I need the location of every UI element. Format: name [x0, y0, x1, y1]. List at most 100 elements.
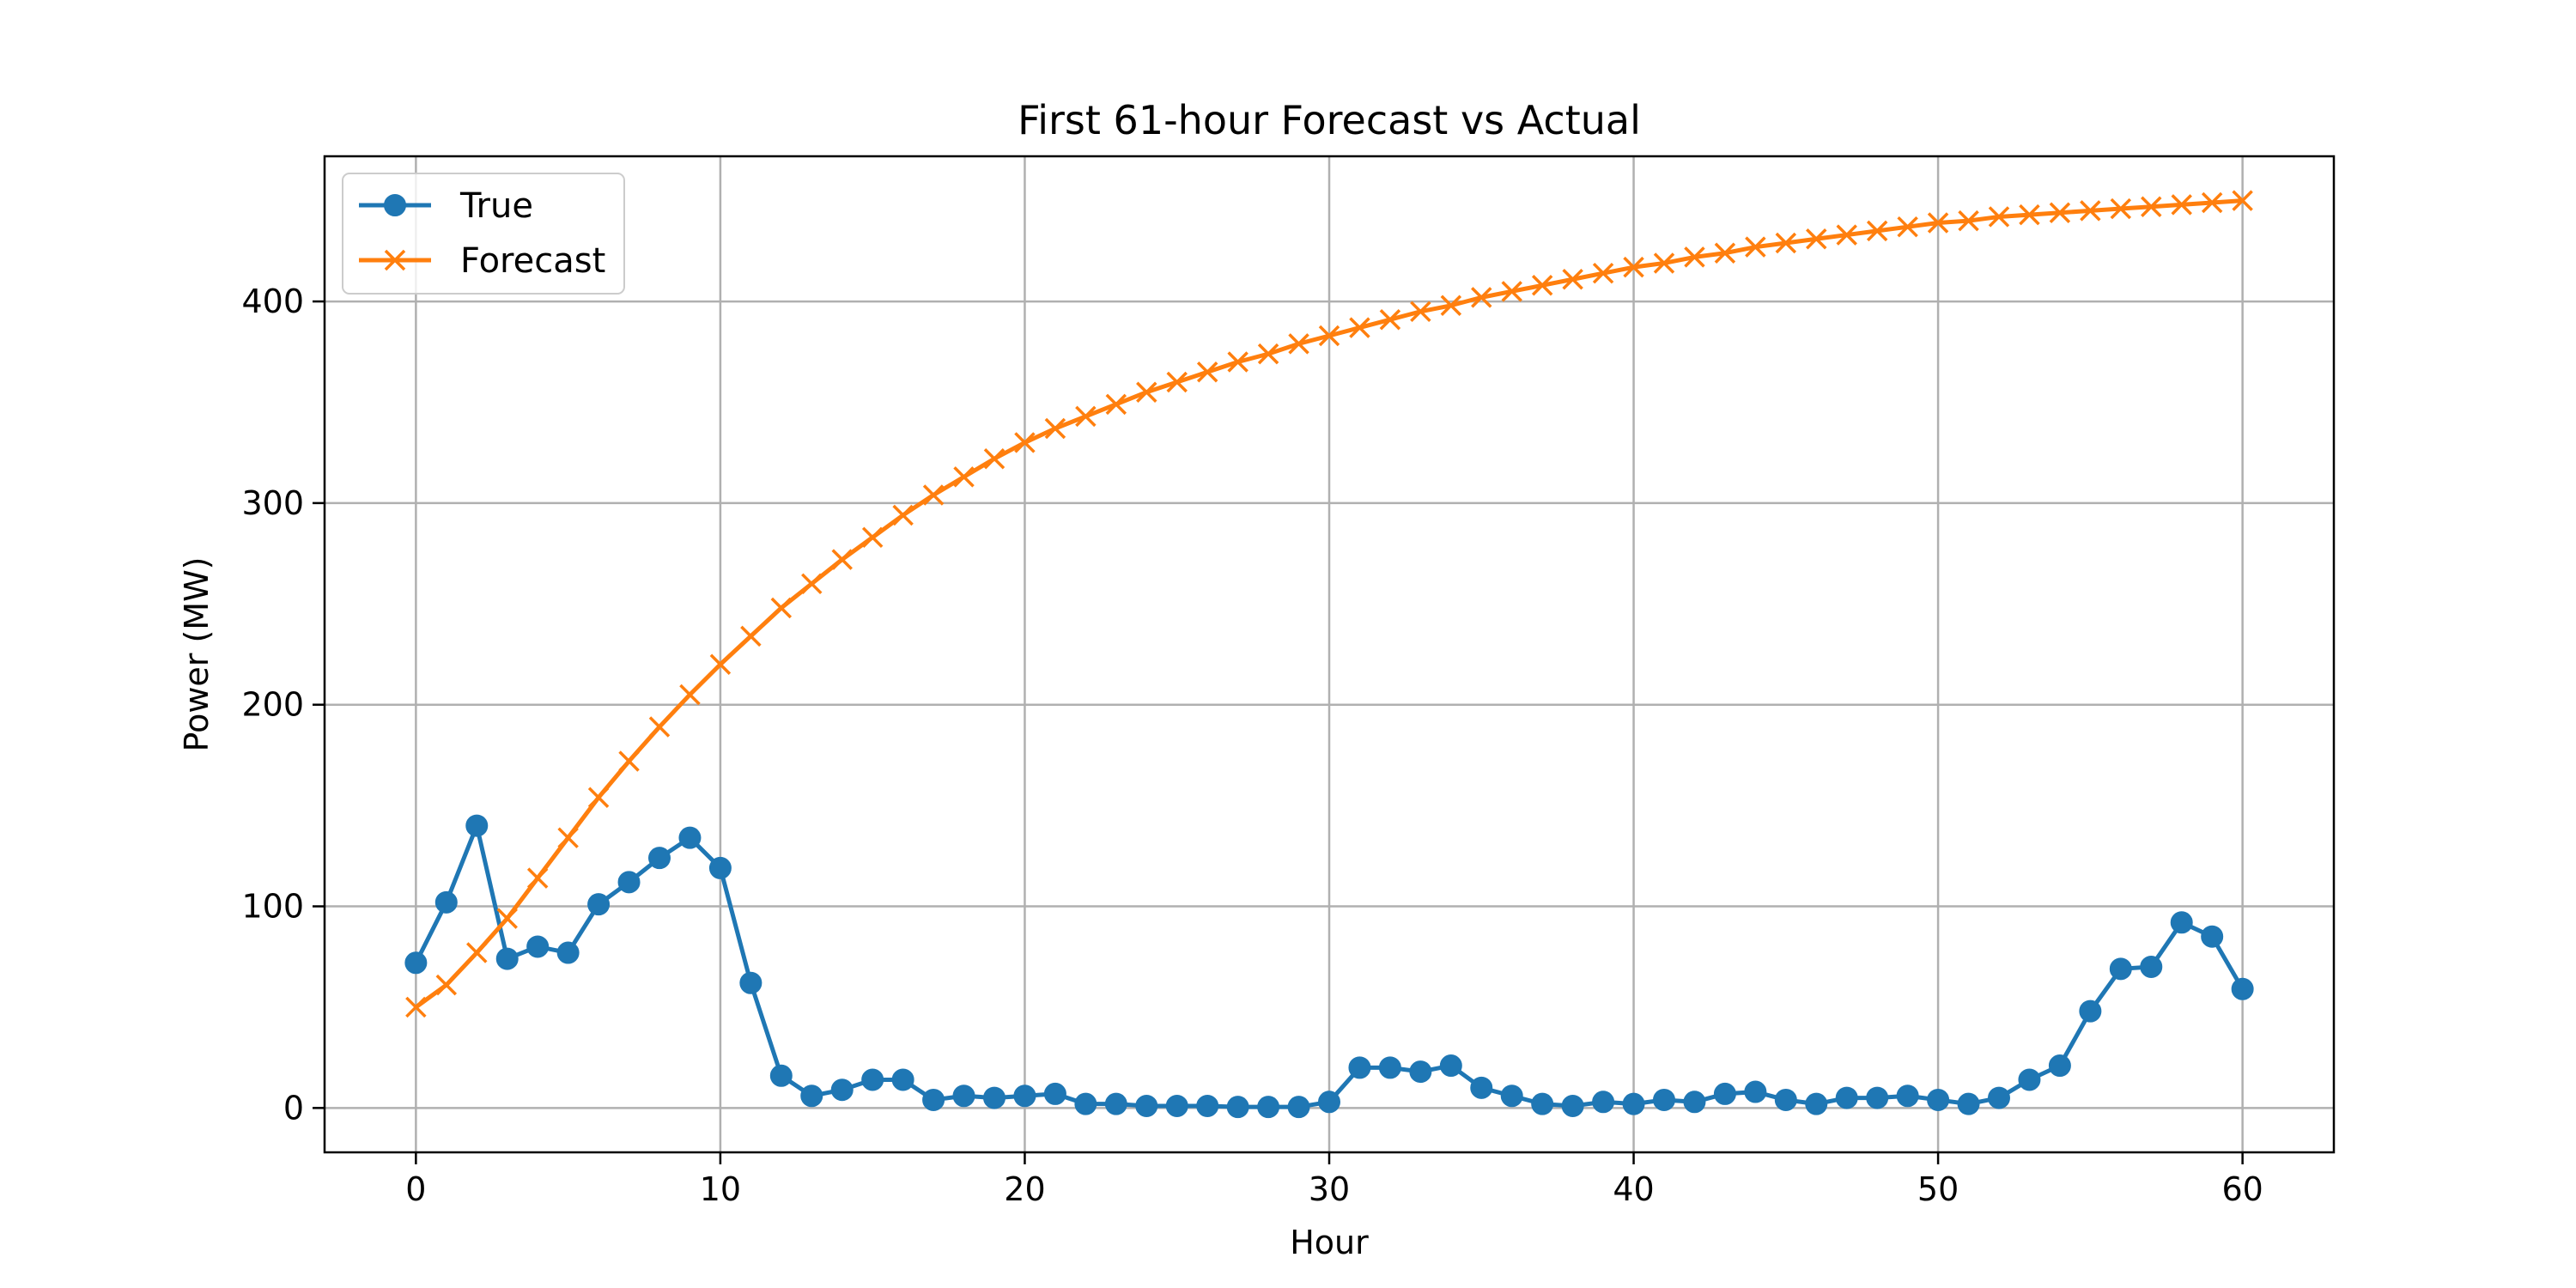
data-point-forecast [1288, 333, 1309, 355]
axis-ticks: 0 10 20 30 40 50 60 0 100 200 300 400 [241, 283, 2263, 1208]
data-point-forecast [1257, 343, 1279, 365]
x-tick-label: 30 [1309, 1170, 1350, 1208]
data-point-forecast [1745, 236, 1766, 258]
data-point-true [1013, 1084, 1036, 1108]
data-point-true [2231, 977, 2254, 1000]
data-point-forecast [1866, 220, 1888, 242]
data-point-true [1896, 1084, 1919, 1108]
data-point-forecast [892, 504, 914, 526]
data-point-forecast [2049, 202, 2071, 223]
data-point-forecast [1471, 287, 1492, 308]
data-point-true [1866, 1086, 1889, 1109]
data-point-true [465, 814, 489, 837]
data-point-true [922, 1088, 945, 1111]
data-point-forecast [679, 683, 701, 706]
data-point-forecast [1318, 325, 1340, 347]
data-point-true [800, 1084, 823, 1108]
data-point-true [1409, 1060, 1432, 1084]
data-point-true [1683, 1091, 1706, 1114]
data-point-forecast [2141, 196, 2162, 217]
data-point-true [2048, 1054, 2071, 1078]
x-tick-label: 60 [2221, 1170, 2263, 1208]
data-point-true [1744, 1080, 1767, 1103]
legend: True Forecast [342, 173, 625, 295]
data-point-true [952, 1084, 975, 1108]
data-point-true [1774, 1088, 1797, 1111]
data-point-true [1927, 1088, 1950, 1111]
data-point-forecast [648, 716, 671, 738]
data-point-true [1835, 1086, 1858, 1109]
data-point-true [678, 826, 702, 849]
data-point-forecast [1105, 393, 1127, 416]
data-point-true [769, 1064, 793, 1087]
data-point-forecast [1044, 417, 1066, 440]
data-point-true [434, 890, 458, 914]
data-point-forecast [1806, 228, 1827, 250]
data-point-forecast [1927, 212, 1949, 234]
legend-marker-shape [384, 249, 406, 271]
data-point-true [1043, 1082, 1066, 1105]
data-point-true [830, 1078, 854, 1102]
data-point-forecast [1227, 351, 1249, 373]
data-point-forecast [587, 787, 610, 808]
y-axis-label: Power (MW) [178, 557, 216, 752]
data-point-true [495, 947, 519, 970]
data-point-forecast [1897, 216, 1918, 238]
data-point-forecast [526, 867, 549, 889]
data-point-true [1439, 1054, 1462, 1078]
data-point-true [1622, 1092, 1645, 1115]
data-point-forecast [557, 827, 579, 848]
data-point-forecast [801, 573, 823, 595]
data-point-forecast [1562, 269, 1583, 290]
data-point-forecast [1775, 232, 1797, 254]
data-point-forecast [1653, 252, 1675, 274]
data-point-true [983, 1086, 1005, 1109]
data-point-true [1531, 1092, 1554, 1115]
data-point-forecast [861, 526, 884, 549]
series-true [404, 814, 2254, 1119]
data-point-forecast [831, 549, 853, 570]
x-axis-label: Hour [1290, 1224, 1369, 1261]
data-point-forecast [1531, 275, 1553, 296]
data-point-true [2170, 911, 2193, 934]
data-point-true [1378, 1056, 1401, 1079]
chart-title: First 61-hour Forecast vs Actual [1018, 97, 1641, 143]
data-point-forecast [1592, 262, 1614, 284]
data-point-forecast [2019, 204, 2040, 226]
data-point-true [1135, 1094, 1158, 1117]
data-point-forecast [435, 974, 458, 996]
legend-marker-true [384, 194, 406, 216]
data-point-true [1165, 1094, 1188, 1117]
data-point-true [1104, 1092, 1127, 1115]
data-point-true [1805, 1092, 1828, 1115]
data-point-true [1988, 1086, 2010, 1109]
data-point-forecast [770, 597, 793, 619]
y-tick-label: 400 [241, 283, 304, 320]
data-point-forecast [1501, 281, 1522, 302]
data-point-forecast [496, 908, 518, 929]
data-point-true [891, 1068, 914, 1091]
series-layer [404, 190, 2254, 1119]
data-point-true [708, 856, 732, 879]
legend-marker-forecast [384, 249, 406, 271]
data-point-true [1196, 1094, 1219, 1117]
data-point-true [1500, 1084, 1523, 1108]
data-point-forecast [922, 484, 945, 506]
x-tick-label: 50 [1917, 1170, 1959, 1208]
data-point-forecast [1714, 242, 1736, 264]
x-tick-label: 20 [1004, 1170, 1045, 1208]
data-point-forecast [709, 653, 732, 675]
data-point-true [2079, 999, 2102, 1023]
data-point-forecast [1958, 210, 1979, 232]
data-point-forecast [1440, 295, 1462, 317]
data-point-true [1561, 1094, 1584, 1117]
legend-label-forecast: Forecast [460, 241, 605, 281]
series-forecast [405, 190, 2253, 1018]
data-point-forecast [2110, 197, 2132, 220]
data-point-forecast [466, 942, 488, 963]
data-point-true [2018, 1068, 2041, 1091]
data-point-forecast [1410, 301, 1431, 323]
data-point-true [1348, 1056, 1371, 1079]
data-point-true [1257, 1096, 1280, 1119]
